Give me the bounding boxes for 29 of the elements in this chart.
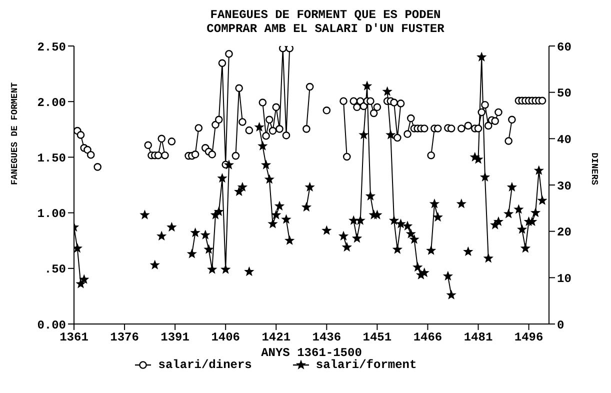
y-tick-label: 1.00 xyxy=(37,207,66,222)
x-tick-label: 1496 xyxy=(514,330,544,345)
y-tick-label: 2.50 xyxy=(37,40,66,54)
legend-label: salari/diners xyxy=(158,358,252,372)
y-axis-title: FANEGUES DE FORMENT xyxy=(10,82,20,185)
x-tick-label: 1406 xyxy=(211,330,240,345)
y-tick-label: .50 xyxy=(44,262,66,277)
x-tick-label: 1391 xyxy=(160,330,190,345)
x-tick-label: 1466 xyxy=(413,330,442,345)
y2-tick-label: 40 xyxy=(557,132,572,147)
x-tick-label: 1376 xyxy=(110,330,139,345)
y2-axis-title: DINERS xyxy=(588,152,599,186)
y2-tick-label: 0 xyxy=(557,318,564,332)
x-tick-label: 1436 xyxy=(312,330,342,345)
legend-label: salari/forment xyxy=(316,358,417,372)
x-tick-label: 1361 xyxy=(60,330,88,345)
y2-tick-label: 10 xyxy=(557,272,572,286)
y2-tick-label: 50 xyxy=(557,86,572,101)
y-tick-label: 2.00 xyxy=(37,96,66,110)
x-axis-title: ANYS 1361-1500 xyxy=(261,346,362,360)
x-tick-label: 1481 xyxy=(464,330,493,345)
x-tick-label: 1451 xyxy=(362,330,392,345)
y-tick-label: 1.50 xyxy=(37,151,66,166)
y-tick-label: 0.00 xyxy=(37,318,66,332)
chart-title: FANEGUES DE FORMENT QUE ES PODEN COMPRAR AMB EL SALARI D'UN FUSTER xyxy=(206,8,446,38)
y2-tick-label: 60 xyxy=(557,40,572,54)
x-tick-label: 1421 xyxy=(262,330,291,345)
y2-tick-label: 30 xyxy=(557,179,572,194)
y2-tick-label: 20 xyxy=(557,226,572,240)
